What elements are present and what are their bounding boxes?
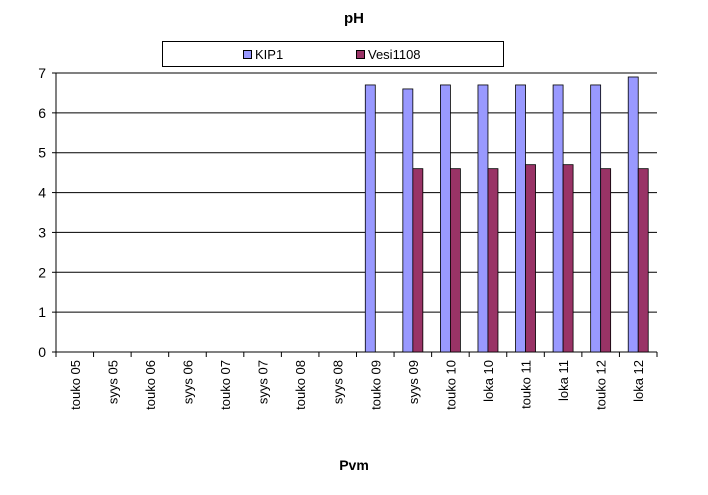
y-tick-label: 6	[38, 105, 46, 121]
y-tick-label: 2	[38, 264, 46, 280]
y-tick-label: 1	[38, 304, 46, 320]
x-tick-label: syys 09	[406, 360, 421, 404]
legend-item-series-1: KIP1	[243, 46, 283, 62]
bar-kip1	[515, 84, 526, 353]
legend-swatch-series-1	[243, 49, 252, 59]
x-tick-label: syys 05	[105, 360, 120, 404]
bar-vesi1108	[487, 168, 499, 353]
legend-label-series-2: Vesi1108	[368, 46, 421, 62]
x-tick-label: syys 08	[331, 360, 346, 404]
bar-kip1	[627, 76, 639, 353]
legend-swatch-series-2	[356, 49, 365, 59]
x-axis-title: Pvm	[339, 457, 369, 473]
y-tick-label: 3	[38, 224, 46, 240]
x-tick-label: loka 11	[556, 360, 571, 401]
bar-vesi1108	[450, 168, 461, 353]
bar-vesi1108	[525, 164, 536, 353]
x-tick-label: touko 10	[443, 360, 458, 410]
legend-label-series-1: KIP1	[255, 46, 284, 62]
legend: KIP1 Vesi1108	[162, 41, 504, 67]
bar-vesi1108	[412, 168, 424, 353]
x-tick-label: syys 06	[180, 360, 195, 404]
x-tick-label: touko 06	[143, 360, 158, 410]
x-tick-label: touko 08	[293, 360, 308, 410]
bar-kip1	[440, 84, 451, 353]
chart-title: pH	[344, 10, 364, 27]
bar-kip1	[364, 84, 376, 353]
bar-kip1	[477, 84, 489, 353]
legend-item-series-2: Vesi1108	[356, 46, 421, 62]
y-tick-label: 7	[38, 65, 46, 81]
bar-vesi1108	[562, 164, 574, 353]
x-tick-label: syys 07	[256, 360, 271, 404]
y-tick-label: 0	[38, 344, 46, 360]
x-tick-label: touko 07	[218, 360, 233, 410]
y-tick-label: 4	[38, 185, 46, 201]
y-tick-label: 5	[38, 145, 46, 161]
bar-vesi1108	[600, 168, 612, 353]
x-tick-label: loka 10	[481, 360, 496, 402]
bar-kip1	[552, 84, 564, 353]
x-tick-label: touko 09	[368, 360, 383, 410]
x-tick-label: touko 12	[594, 360, 609, 410]
x-tick-label: loka 12	[631, 360, 646, 402]
x-tick-label: touko 05	[68, 360, 83, 410]
bar-kip1	[590, 84, 602, 353]
bar-vesi1108	[637, 168, 649, 353]
x-tick-label: touko 11	[519, 360, 534, 409]
bar-kip1	[402, 88, 414, 353]
